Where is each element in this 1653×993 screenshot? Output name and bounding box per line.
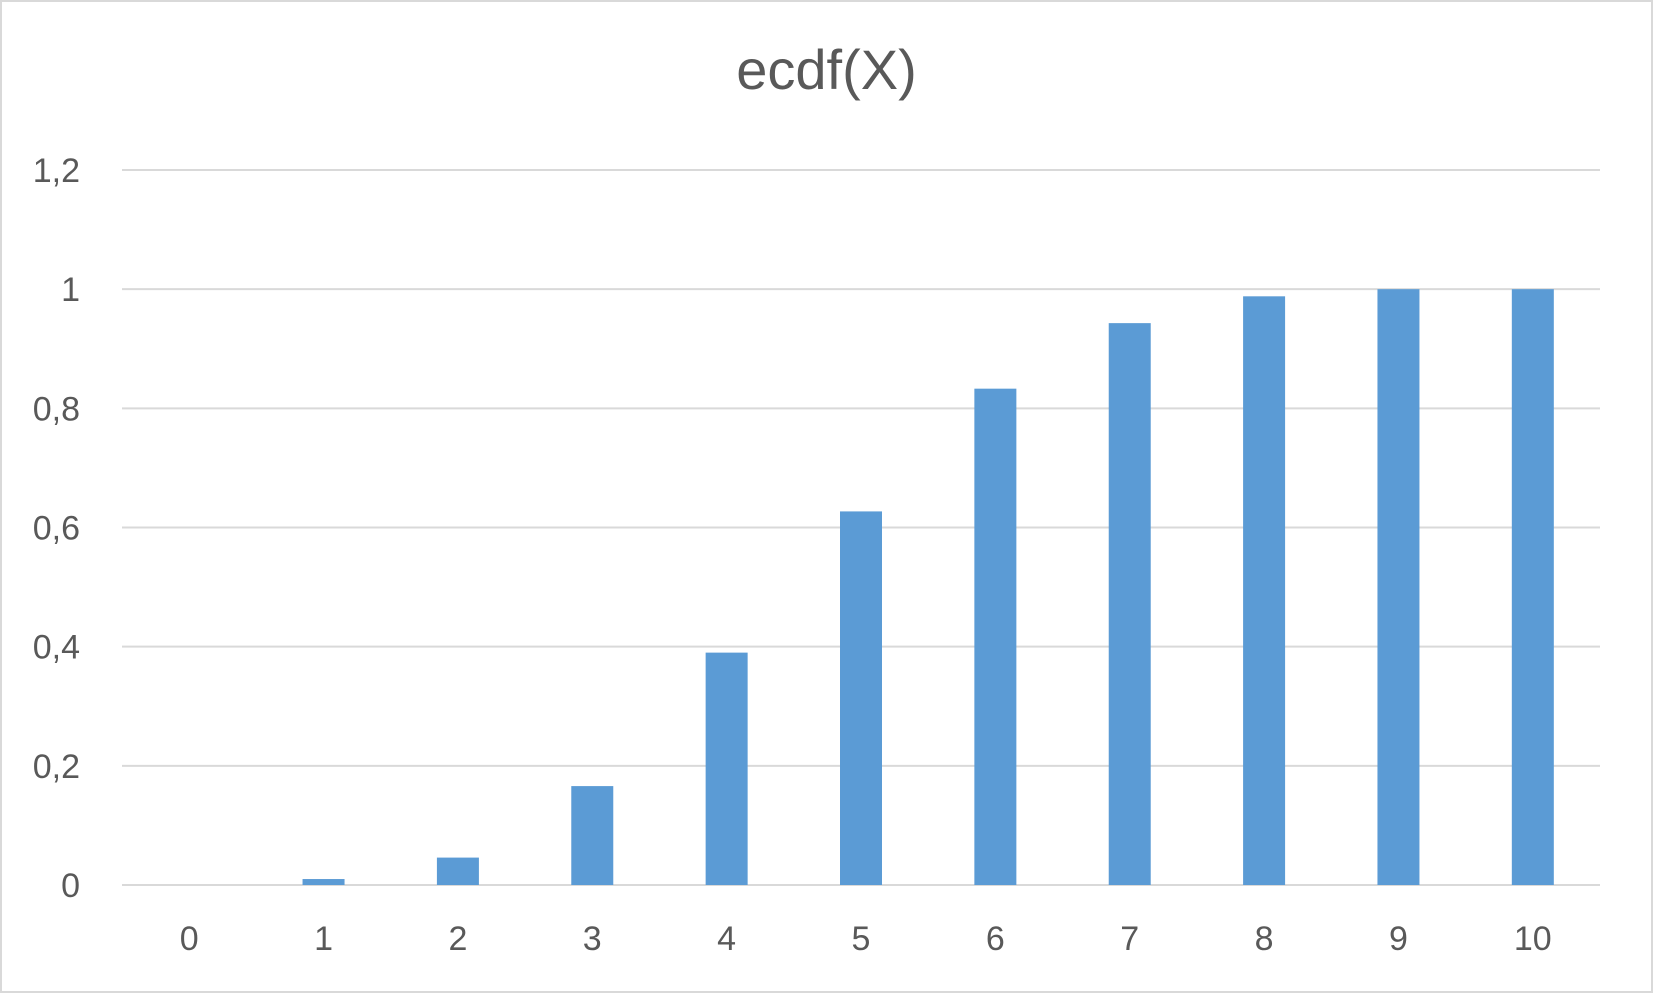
y-tick-label: 1,2 <box>33 152 80 190</box>
chart-title: ecdf(X) <box>736 38 917 101</box>
x-tick-label: 3 <box>583 920 602 958</box>
bars <box>302 289 1554 886</box>
bar-2 <box>436 857 479 885</box>
x-tick-label: 7 <box>1120 920 1139 958</box>
x-tick-label: 0 <box>180 920 199 958</box>
x-tick-label: 1 <box>314 920 333 958</box>
y-tick-label: 1 <box>61 271 80 309</box>
bar-4 <box>705 652 748 885</box>
bar-6 <box>974 388 1017 885</box>
y-tick-label: 0,8 <box>33 390 80 428</box>
bar-10 <box>1511 289 1554 886</box>
bar-5 <box>840 511 882 885</box>
x-tick-label: 6 <box>986 920 1005 958</box>
x-axis-tick-labels: 0 1 2 3 4 5 6 7 8 9 10 <box>180 920 1552 958</box>
bar-1 <box>302 879 345 885</box>
bar-9 <box>1377 289 1420 886</box>
y-tick-label: 0 <box>61 867 80 905</box>
x-tick-label: 5 <box>852 920 871 958</box>
y-tick-label: 0,2 <box>33 748 80 786</box>
bar-3 <box>571 786 614 885</box>
bar-7 <box>1108 323 1151 886</box>
x-tick-label: 10 <box>1514 920 1552 958</box>
x-tick-label: 4 <box>717 920 736 958</box>
y-tick-label: 0,6 <box>33 510 80 548</box>
x-tick-label: 9 <box>1389 920 1408 958</box>
y-axis-tick-labels: 0 0,2 0,4 0,6 0,8 1 1,2 <box>33 152 80 905</box>
bar-8 <box>1243 296 1286 886</box>
x-tick-label: 2 <box>448 920 467 958</box>
y-tick-label: 0,4 <box>33 629 80 667</box>
x-tick-label: 8 <box>1255 920 1274 958</box>
